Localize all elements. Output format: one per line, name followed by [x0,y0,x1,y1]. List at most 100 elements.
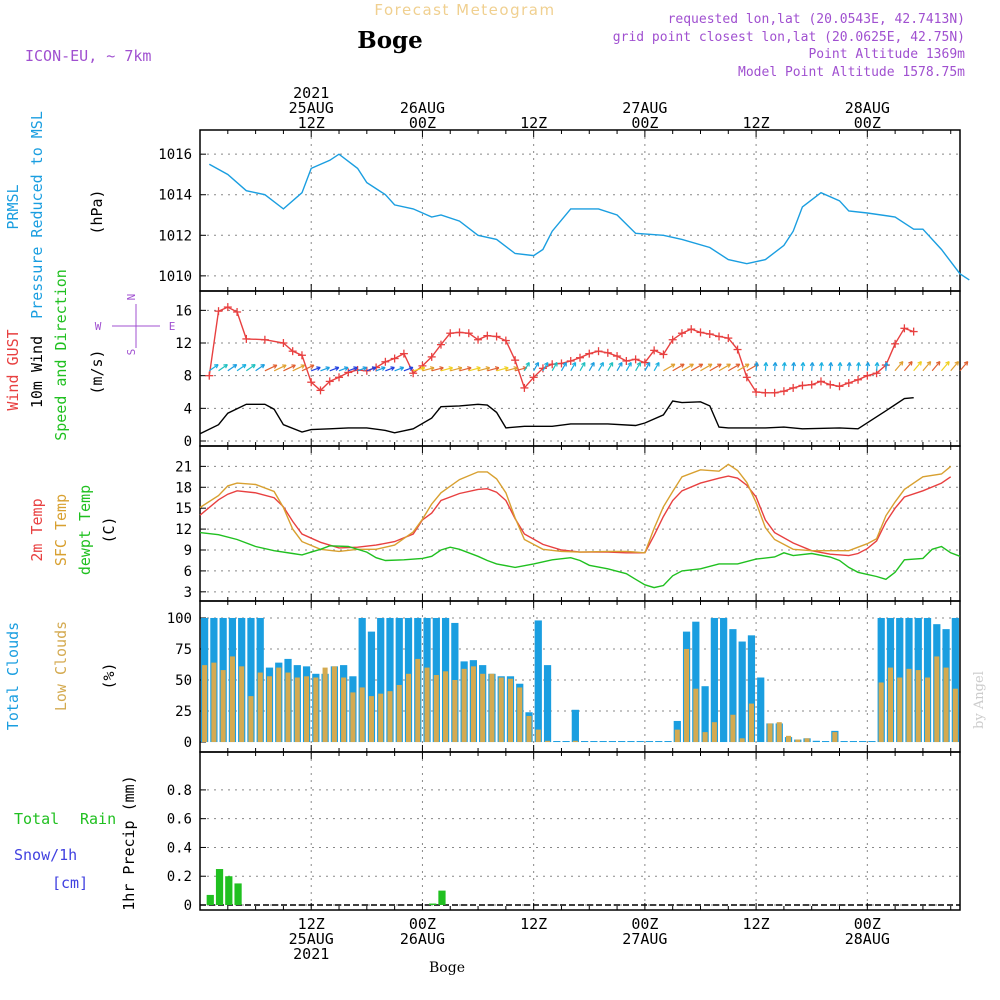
direction-arrow [598,362,604,372]
time-axis-label: 12Z [298,915,325,933]
low-clouds-bar [239,666,245,743]
direction-arrow-head [945,361,950,364]
direction-arrow [255,364,265,372]
panel-precip: 0 0.2 0.4 0.6 0.8 [167,751,961,914]
gust-point-marker [260,335,269,344]
gust-point-marker [427,352,436,361]
direction-arrow-head [371,366,376,369]
total-clouds-bar [710,617,718,743]
direction-arrow-head [581,361,586,366]
time-axis-label: 00Z [631,114,658,132]
gust-point-marker [436,340,445,349]
direction-arrow-head [618,361,623,366]
gust-point-marker [474,335,483,344]
wind-direction-arrows [208,361,969,372]
gust-point-marker [205,371,214,380]
direction-arrow-head [781,362,786,367]
snow-unit: [cm] [52,874,88,892]
total-clouds-bar [821,741,830,743]
total-clouds-bar [247,617,255,743]
series-line-prmsl [208,153,970,281]
low-clouds-bar [693,688,699,743]
gust-point-marker [242,334,251,343]
direction-arrow [903,361,913,372]
direction-arrow [413,367,425,372]
gust-point-marker [659,350,668,359]
gust-point-marker [900,324,909,333]
total-clouds-bar [358,617,366,743]
direction-arrow-head [390,366,395,369]
compass-west: W [95,320,102,333]
low-clouds-bar [498,677,504,743]
total-clouds-bar [701,686,709,743]
gust-point-marker [585,349,594,358]
clouds-unit: (%) [100,662,118,689]
direction-arrow [959,361,969,372]
direction-arrow-head [590,361,595,366]
panel-frame [199,751,961,911]
low-clouds-bar [387,691,393,743]
direction-arrow [292,364,305,372]
direction-arrow [681,363,694,372]
total-clouds-bar [849,741,858,743]
y-tick-label: 6 [184,564,192,580]
gust-point-marker [622,356,631,365]
direction-arrow-head [645,361,650,366]
direction-arrow-head [874,362,878,367]
y-tick-label: 25 [175,704,192,720]
total-clouds-bar [868,741,876,743]
total-clouds-bar [367,631,376,743]
low-clouds-bar [452,680,458,743]
direction-arrow-head [553,361,558,366]
direction-arrow-head [856,362,860,367]
low-clouds-bar [785,735,792,743]
gust-point-marker [325,377,334,386]
direction-arrow [894,361,904,372]
total-clouds-bar [627,741,635,743]
model-name: ICON-EU, ~ 7km [25,47,151,65]
low-clouds-bar [443,671,449,743]
direction-arrow [644,362,651,372]
gust-point-marker [854,375,863,384]
direction-arrow-head [935,361,941,364]
y-tick-label: 21 [175,459,192,475]
gust-point-marker [316,386,325,395]
point-altitude: Point Altitude 1369m [808,47,965,62]
low-clouds-bar [489,673,495,743]
low-clouds-bar [906,668,912,743]
low-clouds-bar [470,666,476,743]
y-tick-label: 1010 [158,269,192,285]
y-tick-label: 18 [175,480,192,496]
gust-point-marker [668,335,677,344]
direction-arrow [477,367,490,372]
time-axis-label: 00Z [854,915,881,933]
y-tick-label: 16 [175,303,192,319]
y-tick-label: 0 [184,434,192,450]
total-clouds-bar [590,741,598,743]
gust-point-marker [390,354,399,363]
direction-arrow-head [399,366,404,369]
low-clouds-bar [674,729,680,743]
direction-arrow-head [525,361,530,366]
direction-arrow [653,362,660,372]
direction-arrow-head [809,362,813,367]
low-clouds-bar [832,732,838,743]
time-axis-label: 28AUG [845,930,890,948]
gust-point-marker [761,388,770,397]
low-clouds-bar [405,673,412,743]
direction-arrow [672,363,685,372]
low-clouds-bar [350,692,356,743]
direction-arrow-head [963,361,968,364]
direction-arrow [931,361,941,372]
total-clouds-bar [812,740,820,743]
y-tick-label: 0.8 [167,783,192,799]
gust-point-marker [724,334,733,343]
y-tick-label: 0.2 [167,869,192,885]
total-clouds-bar [608,741,617,743]
direction-arrow [811,362,814,371]
total-clouds-bar [664,741,672,743]
compass-north: N [125,294,138,301]
total-clouds-bar [720,617,728,743]
